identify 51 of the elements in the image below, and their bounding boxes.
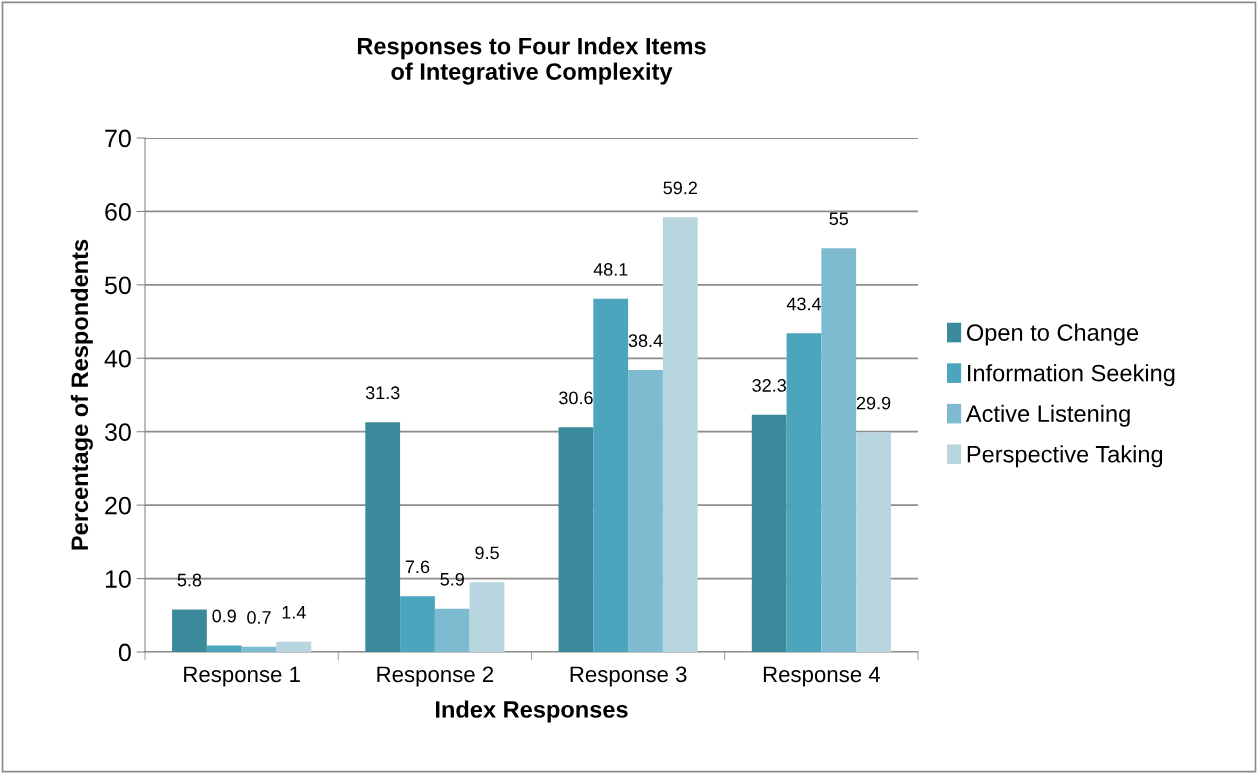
- bar: [469, 582, 505, 652]
- bar: [856, 432, 891, 652]
- bar: [751, 414, 787, 652]
- bar: [241, 646, 277, 652]
- data-label: 7.6: [405, 560, 430, 574]
- y-tick-label: 40: [104, 349, 131, 368]
- legend-label: Perspective Taking: [967, 445, 1163, 468]
- bar: [593, 298, 629, 652]
- data-label: 30.6: [559, 391, 593, 405]
- data-label: 32.3: [752, 379, 786, 392]
- legend-label: Open to Change: [966, 323, 1139, 346]
- y-tick-label: 10: [105, 570, 131, 588]
- bar: [172, 609, 207, 652]
- y-tick-label: 30: [104, 423, 131, 442]
- x-tick-label: Response 1: [184, 666, 300, 687]
- legend-label: Active Listening: [965, 404, 1130, 427]
- bar: [434, 608, 470, 652]
- data-label: 48.1: [593, 263, 628, 276]
- y-axis-title: Percentage of Respondents: [70, 239, 93, 550]
- data-label: 1.4: [282, 606, 306, 619]
- data-label: 0.9: [212, 609, 236, 623]
- data-label: 9.5: [475, 546, 499, 560]
- bar: [628, 370, 663, 652]
- y-tick-label: 20: [105, 496, 131, 515]
- bar: [276, 641, 312, 652]
- bar: [662, 217, 698, 652]
- y-tick-label: 0: [118, 643, 131, 662]
- data-label: 29.9: [856, 396, 891, 410]
- bar: [206, 645, 242, 652]
- data-label: 43.4: [786, 297, 822, 311]
- x-tick-label: Response 2: [377, 666, 494, 687]
- x-axis-title: Index Responses: [435, 700, 628, 723]
- bar: [558, 427, 594, 652]
- data-label: 55: [829, 212, 849, 226]
- x-tick-label: Response 4: [763, 666, 881, 687]
- bar: [786, 333, 822, 652]
- data-label: 38.4: [628, 334, 663, 348]
- bar: [400, 596, 435, 652]
- y-tick-label: 60: [105, 203, 131, 221]
- chart-title: Responses to Four Index Items of Integrative Complexity: [357, 37, 706, 85]
- data-label: 31.3: [365, 386, 400, 400]
- y-tick-label: 70: [105, 129, 131, 148]
- bar: [365, 422, 401, 652]
- bar: [821, 248, 857, 652]
- data-label: 5.8: [177, 573, 202, 587]
- data-label: 0.7: [247, 611, 271, 624]
- legend-label: Information Seeking: [968, 364, 1175, 387]
- y-tick-label: 50: [105, 276, 131, 295]
- x-tick-label: Response 3: [570, 666, 687, 687]
- data-label: 5.9: [440, 572, 464, 586]
- data-label: 59.2: [663, 181, 697, 195]
